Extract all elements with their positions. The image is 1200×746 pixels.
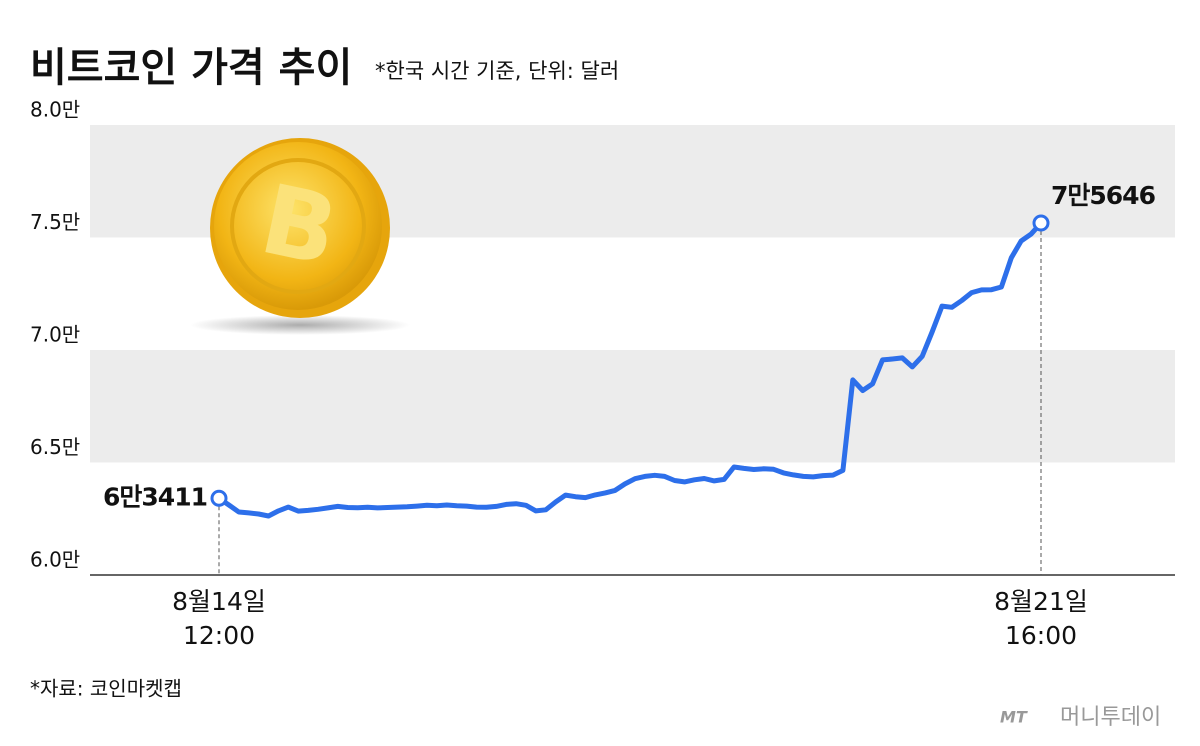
value-label: 6만3411 bbox=[103, 482, 207, 511]
end-marker bbox=[1032, 214, 1050, 232]
grid-band bbox=[90, 350, 1175, 463]
x-tick-label: 8월14일 12:00 bbox=[172, 587, 266, 650]
y-tick-label: 6.5만 bbox=[30, 435, 80, 459]
x-tick-label: 8월21일 16:00 bbox=[994, 587, 1088, 650]
y-tick-label: 7.5만 bbox=[30, 210, 80, 234]
y-tick-label: 6.0만 bbox=[30, 548, 80, 572]
y-tick-label: 8.0만 bbox=[30, 98, 80, 122]
title: 비트코인 가격 추이 bbox=[30, 45, 352, 91]
coin-illustration: B bbox=[190, 138, 410, 335]
price-line bbox=[216, 220, 1044, 519]
y-tick-label: 7.0만 bbox=[30, 323, 80, 347]
subtitle: *한국 시간 기준, 단위: 달러 bbox=[375, 59, 619, 83]
source: *자료: 코인마켓캡 bbox=[30, 677, 182, 701]
end-marker bbox=[210, 489, 228, 507]
value-label: 7만5646 bbox=[1051, 181, 1156, 210]
brand-logo: MT bbox=[1000, 708, 1028, 727]
brand: 머니투데이 bbox=[1060, 705, 1161, 730]
